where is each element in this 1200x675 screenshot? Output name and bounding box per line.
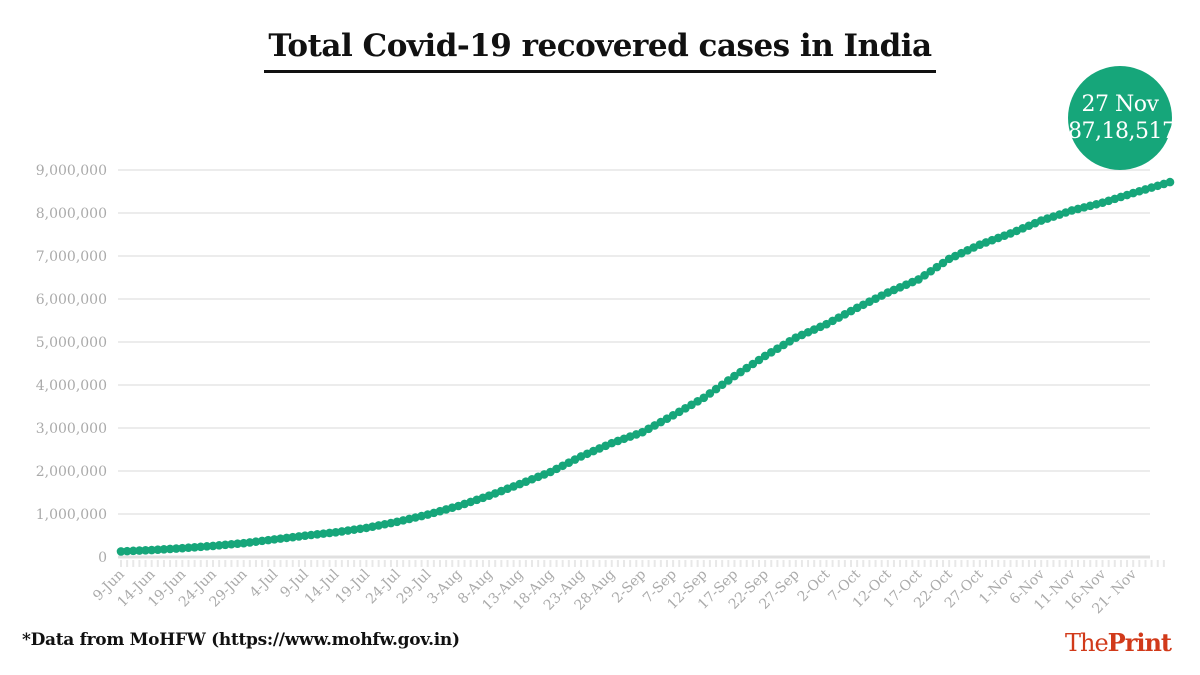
chart-title-text: Total Covid-19 recovered cases in India: [264, 28, 936, 73]
data-point: [147, 545, 156, 555]
data-point: [711, 384, 721, 394]
y-tick-label: 3,000,000: [36, 421, 107, 437]
data-point: [1165, 177, 1175, 187]
y-tick-label: 9,000,000: [36, 163, 107, 179]
theprint-logo: ThePrint: [1065, 628, 1172, 657]
data-point: [926, 266, 936, 276]
latest-value-callout: 27 Nov 87,18,517: [1068, 66, 1176, 170]
data-point: [736, 367, 745, 377]
y-tick-label: 0: [98, 550, 107, 566]
data-point: [116, 547, 126, 556]
y-tick-label: 8,000,000: [36, 206, 107, 222]
data-point: [748, 359, 758, 369]
data-point: [165, 544, 175, 554]
data-point: [202, 542, 212, 551]
y-tick-label: 4,000,000: [36, 378, 107, 394]
data-point: [724, 376, 733, 385]
data-point: [754, 355, 764, 365]
y-tick-label: 7,000,000: [36, 249, 107, 265]
callout-value: 87,18,517: [1068, 119, 1176, 144]
y-tick-label: 1,000,000: [36, 507, 107, 523]
data-point: [742, 363, 752, 373]
x-tick-label: 4-Jul: [247, 566, 282, 601]
data-point: [135, 546, 144, 555]
data-point: [920, 271, 929, 280]
data-point: [128, 546, 138, 556]
logo-part2: Print: [1107, 628, 1172, 657]
callout-date: 27 Nov: [1081, 92, 1159, 117]
data-point: [730, 371, 739, 381]
data-point: [141, 546, 150, 555]
data-point: [178, 543, 187, 553]
y-tick-label: 6,000,000: [36, 292, 107, 308]
data-point: [914, 275, 923, 284]
source-note: *Data from MoHFW (https://www.mohfw.gov.…: [22, 630, 460, 650]
x-tick-label: 2-Oct: [795, 566, 834, 605]
data-point: [171, 544, 181, 553]
data-point: [932, 262, 942, 272]
logo-part1: The: [1065, 629, 1109, 657]
data-point: [196, 542, 206, 552]
data-point: [699, 393, 709, 403]
data-point: [938, 258, 948, 268]
data-point: [153, 545, 163, 554]
data-point: [705, 389, 715, 398]
data-point: [190, 542, 199, 552]
data-point: [184, 543, 193, 553]
x-tick-label: 2-Sep: [609, 566, 649, 606]
data-point: [159, 544, 169, 554]
data-point: [717, 380, 727, 390]
chart-title: Total Covid-19 recovered cases in India: [0, 28, 1200, 73]
y-tick-label: 5,000,000: [36, 335, 107, 351]
data-point: [122, 546, 132, 556]
y-tick-label: 2,000,000: [36, 464, 107, 480]
